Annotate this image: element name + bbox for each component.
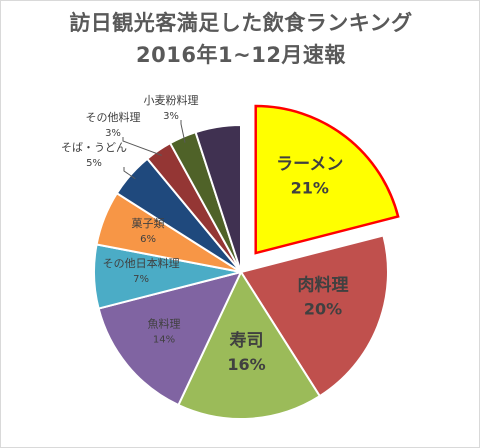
slice-value-label: 3% [105,128,121,139]
slice-label: その他料理 [86,110,141,124]
chart-title: 訪日観光客満足した飲食ランキング [69,11,413,35]
slice-label: そば・うどん [61,141,127,154]
leader-line [123,167,136,180]
slice-label: 肉料理 [298,274,349,295]
slice-label: 魚料理 [147,317,180,331]
pie-slice [194,123,242,273]
chart-subtitle: 2016年1~12月速報 [136,43,346,67]
pie-slice [97,270,243,407]
slice-value-label: 5% [86,158,102,169]
leader-line [180,120,186,143]
pie-slice [254,104,400,255]
slice-value-label: 14% [153,335,175,346]
pie-slice [239,234,389,398]
slice-value-label: 20% [304,299,342,318]
slice-value-label: 3% [163,111,179,122]
slice-value-label: 16% [227,355,265,374]
slice-value-label: 6% [140,234,156,245]
slice-label: その他日本料理 [103,256,180,270]
slice-label: 小麦粉料理 [144,93,199,107]
leader-line [122,137,162,156]
slice-value-label: 7% [133,274,149,285]
slice-label: ラーメン [276,154,343,174]
slice-label: 菓子類 [132,217,165,230]
slice-label: 寿司 [230,330,264,351]
slice-value-label: 21% [291,178,329,197]
pie-slice [177,269,322,420]
